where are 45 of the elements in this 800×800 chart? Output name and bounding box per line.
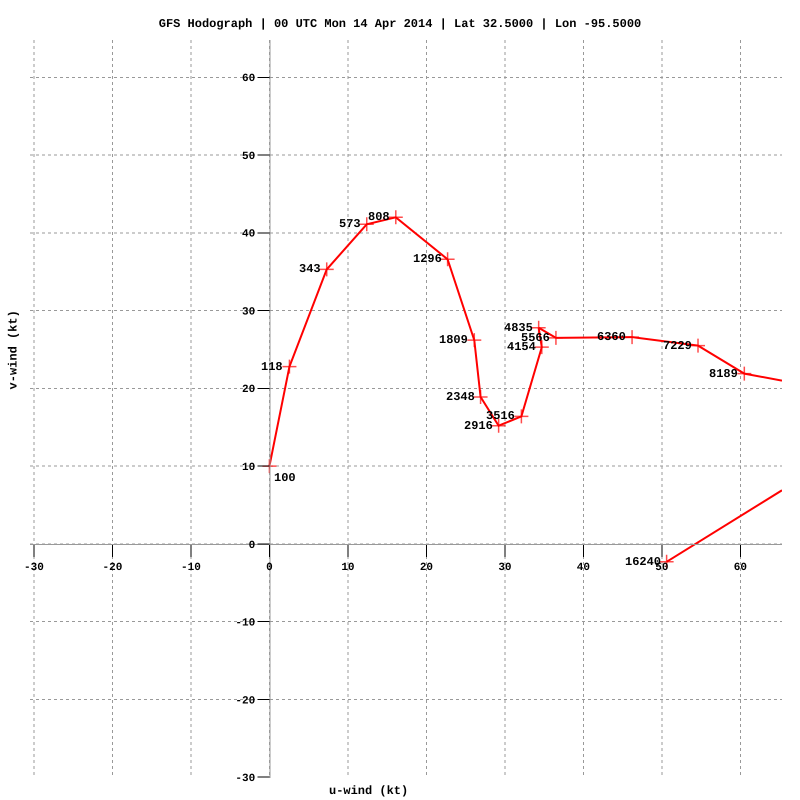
y-tick-label: 60: [242, 73, 256, 86]
x-tick-label: 20: [420, 562, 434, 574]
point: [318, 262, 334, 278]
point: [262, 458, 278, 474]
x-tick-label: 10: [341, 562, 355, 574]
chart-title: GFS Hodograph | 00 UTC Mon 14 Apr 2014 | Lat 32.5000 | Lon -95.5000: [158, 16, 642, 31]
point: [466, 332, 482, 348]
point: [282, 358, 298, 374]
annotation: 1809: [439, 333, 468, 347]
y-tick-label: 30: [242, 306, 256, 318]
y-tick-label: -30: [235, 773, 256, 786]
point: [514, 408, 530, 424]
annotation: 573: [339, 217, 361, 231]
x-tick-label: 0: [266, 562, 273, 574]
point: [690, 338, 706, 354]
y-tick-label: -20: [235, 695, 256, 708]
y-tick-label: -10: [235, 618, 256, 630]
y-tick-label: 0: [248, 540, 256, 552]
x-tick-label: -20: [102, 562, 122, 574]
point: [388, 210, 404, 226]
point: [472, 389, 488, 405]
x-tick-label: 40: [576, 562, 590, 574]
x-axis-title: u-wind (kt): [329, 784, 408, 798]
point: [736, 366, 752, 382]
annotation: 343: [299, 262, 321, 276]
annotation: 7229: [663, 339, 692, 353]
y-axis-title: v-wind (kt): [6, 310, 21, 390]
annotation: 118: [261, 360, 283, 374]
annotation: 1296: [413, 252, 442, 266]
annotation: 2348: [446, 390, 475, 404]
x-tick-label: -10: [181, 562, 201, 574]
y-tick-label: 10: [242, 462, 256, 474]
x-tick-label: -30: [24, 562, 44, 574]
annotation: 100: [274, 471, 296, 485]
y-tick-label: 20: [242, 384, 256, 396]
point: [440, 252, 456, 268]
point: [624, 329, 640, 345]
annotation: 8189: [709, 367, 738, 381]
x-tick-label: 60: [734, 562, 747, 574]
annotation: 808: [368, 210, 390, 224]
annotation: 2916: [464, 419, 493, 433]
x-tick-label: 30: [498, 562, 512, 574]
point: [548, 330, 564, 346]
y-tick-label: 40: [242, 228, 256, 241]
y-tick-label: 50: [242, 150, 256, 163]
